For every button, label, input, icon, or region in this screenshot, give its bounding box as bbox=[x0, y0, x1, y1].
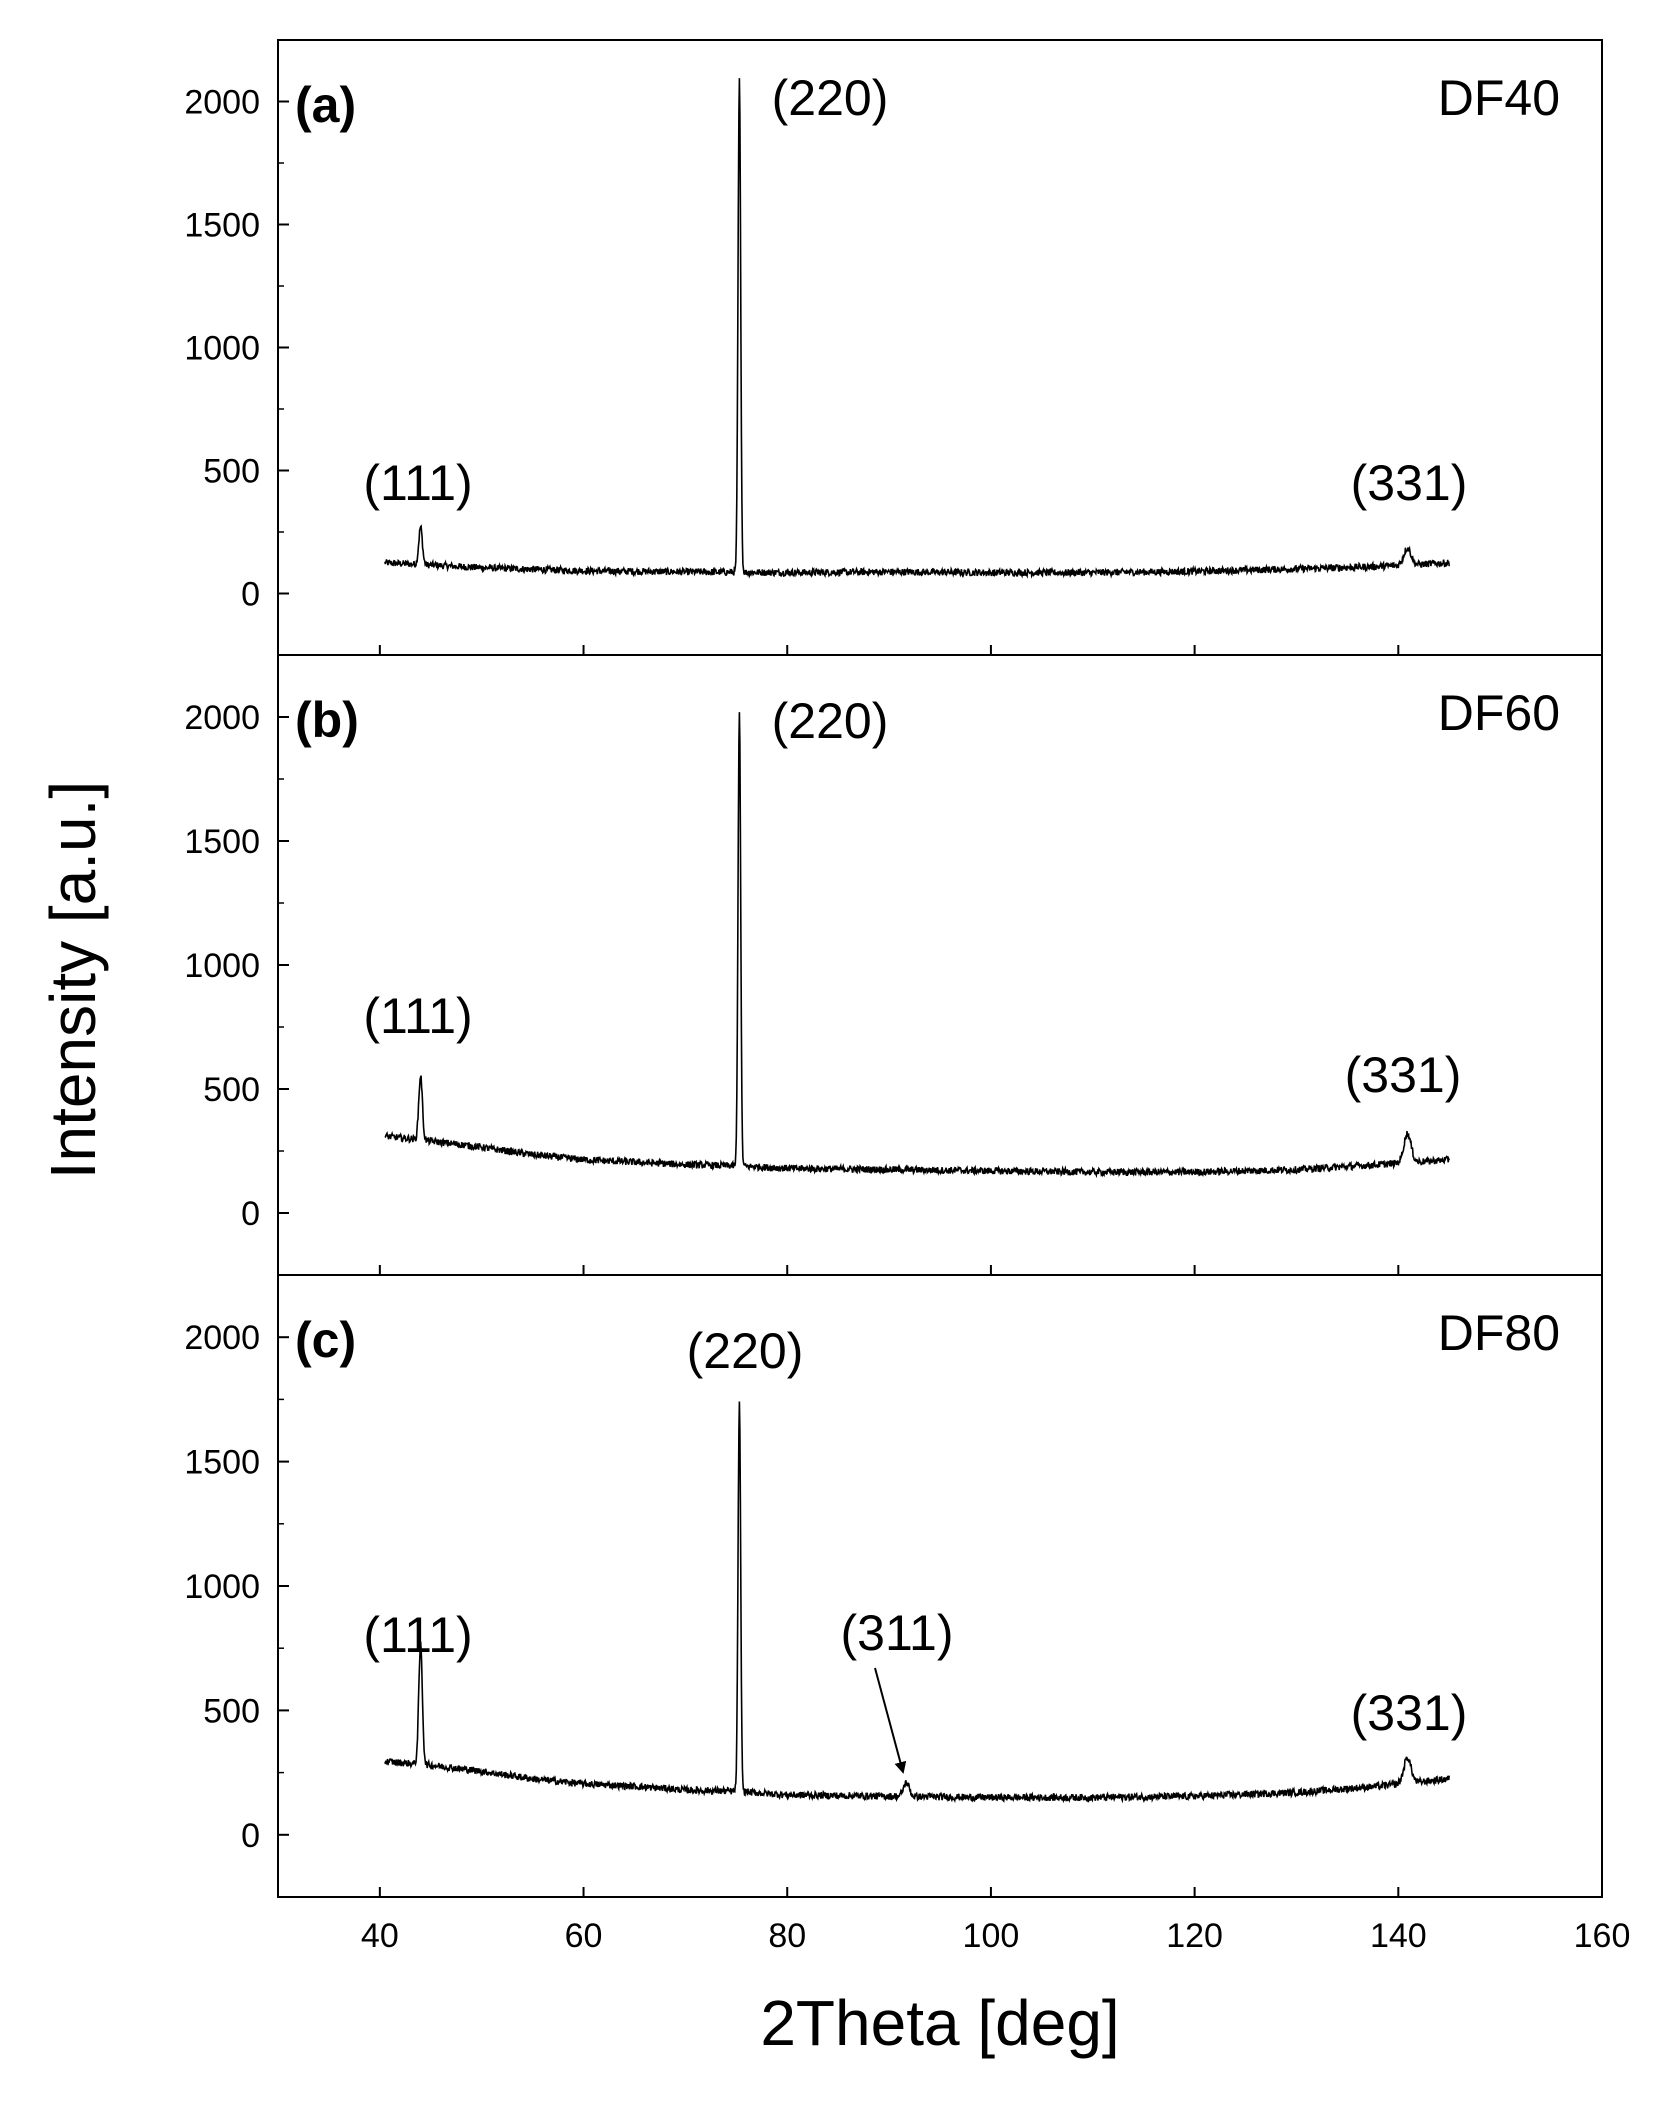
x-tick-label: 120 bbox=[1166, 1917, 1223, 1955]
y-tick-label: 2000 bbox=[184, 1319, 260, 1357]
peak-label: (111) bbox=[363, 455, 472, 511]
sample-label: DF60 bbox=[1438, 685, 1560, 741]
peak-label: (111) bbox=[363, 1607, 472, 1663]
sample-label: DF40 bbox=[1438, 70, 1560, 126]
y-tick-label: 500 bbox=[203, 1071, 260, 1109]
panel-df80: 0 500 1000 1500 2000 (111) (220) (311) (331) (c) D… bbox=[184, 1274, 1603, 1898]
y-tick-label: 1500 bbox=[184, 207, 260, 245]
peak-label: (331) bbox=[1351, 455, 1468, 511]
y-tick-label: 2000 bbox=[184, 699, 260, 737]
spectrum-line-df60 bbox=[384, 712, 1450, 1179]
panel-frame bbox=[277, 1274, 1603, 1898]
peak-label: (311) bbox=[840, 1605, 953, 1661]
panel-letter: (c) bbox=[295, 1312, 356, 1368]
panel-frame bbox=[277, 654, 1603, 1276]
y-tick-label: 500 bbox=[203, 1692, 260, 1730]
peak-label: (220) bbox=[772, 70, 889, 126]
spectrum-line-df80 bbox=[384, 1401, 1450, 1804]
x-tick-label: 60 bbox=[565, 1917, 603, 1955]
x-tick-label: 80 bbox=[768, 1917, 806, 1955]
sample-label: DF80 bbox=[1438, 1305, 1560, 1361]
y-axis-title: Intensity [a.u.] bbox=[37, 781, 109, 1179]
y-tick-label: 0 bbox=[241, 576, 260, 614]
panel-df40: 0 500 1000 1500 2000 (111) (220) (331) (a) DF40 bbox=[184, 39, 1603, 656]
y-tick-label: 1500 bbox=[184, 823, 260, 861]
peak-311-arrow bbox=[874, 1667, 907, 1774]
y-tick-label: 1500 bbox=[184, 1444, 260, 1482]
peak-label: (331) bbox=[1345, 1047, 1462, 1103]
x-tick-label: 140 bbox=[1370, 1917, 1427, 1955]
y-tick-label: 1000 bbox=[184, 947, 260, 985]
y-tick-label: 0 bbox=[241, 1817, 260, 1855]
spectrum-line-df40 bbox=[384, 78, 1450, 579]
peak-label: (111) bbox=[363, 988, 472, 1044]
x-axis: 40 60 80 100 120 140 160 bbox=[361, 1917, 1630, 1955]
y-tick-label: 500 bbox=[203, 453, 260, 491]
y-tick-label: 0 bbox=[241, 1195, 260, 1233]
peak-label: (220) bbox=[772, 693, 889, 749]
y-tick-label: 1000 bbox=[184, 1568, 260, 1606]
panel-df60: 0 500 1000 1500 2000 (111) (220) (331) (b) DF60 bbox=[184, 654, 1603, 1276]
x-tick-label: 40 bbox=[361, 1917, 399, 1955]
peak-label: (331) bbox=[1351, 1685, 1468, 1741]
panel-letter: (a) bbox=[295, 77, 356, 133]
y-tick-label: 1000 bbox=[184, 330, 260, 368]
panel-frame bbox=[277, 39, 1603, 656]
x-tick-label: 100 bbox=[963, 1917, 1020, 1955]
peak-label: (220) bbox=[687, 1323, 804, 1379]
y-tick-label: 2000 bbox=[184, 84, 260, 122]
panel-letter: (b) bbox=[295, 692, 359, 748]
x-axis-title: 2Theta [deg] bbox=[760, 1987, 1119, 2059]
x-tick-label: 160 bbox=[1574, 1917, 1631, 1955]
